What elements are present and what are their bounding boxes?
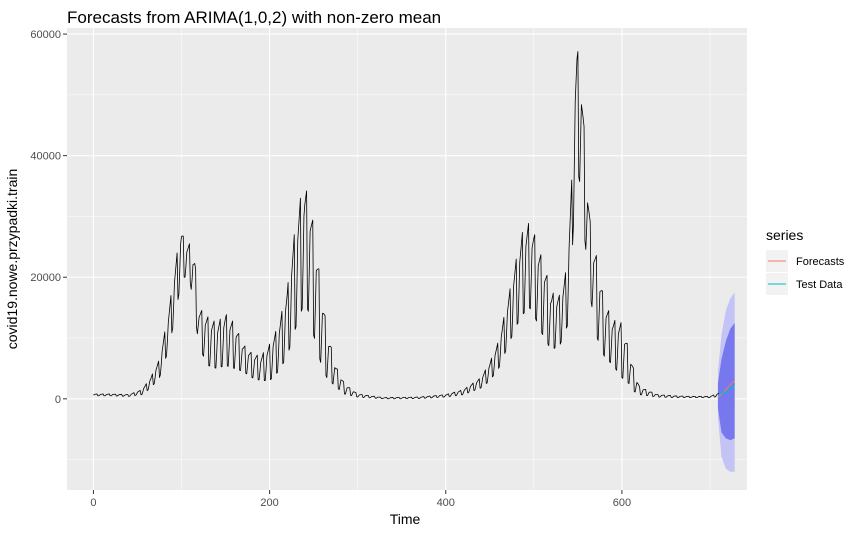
forecast-mean-line — [717, 380, 736, 398]
y-tick-label-1: 20000 — [30, 272, 61, 284]
x-tick-label-1: 200 — [260, 497, 278, 509]
x-axis-title: Time — [390, 511, 421, 527]
forecast-80-interval — [717, 322, 735, 441]
y-tick-label-0: 0 — [55, 394, 61, 406]
legend: series Forecasts Test Data — [766, 227, 845, 295]
plot-panel — [67, 28, 747, 490]
forecast-intervals — [717, 292, 735, 472]
y-tick-label-2: 40000 — [30, 151, 61, 163]
chart-title: Forecasts from ARIMA(1,0,2) with non-zer… — [67, 8, 441, 27]
legend-title: series — [766, 227, 803, 243]
y-axis-title: covid19.nowe.przypadki.train — [4, 169, 20, 350]
axis-ticks: 0 200 400 600 0 20000 40000 60000 — [30, 29, 631, 509]
x-tick-label-3: 600 — [613, 497, 631, 509]
x-tick-label-0: 0 — [90, 497, 96, 509]
legend-label-1: Test Data — [796, 279, 843, 291]
test-data-line — [717, 383, 736, 397]
y-tick-label-3: 60000 — [30, 29, 61, 41]
series-lines — [93, 51, 736, 400]
training-series-line — [93, 51, 720, 400]
x-tick-label-2: 400 — [437, 497, 455, 509]
legend-label-0: Forecasts — [796, 256, 845, 268]
